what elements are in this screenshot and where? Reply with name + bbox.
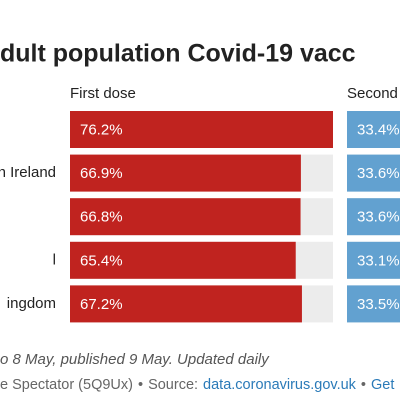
source-line: e Spectator (5Q9Ux) • Source: data.coronavi… <box>0 377 394 393</box>
bar <box>70 241 296 279</box>
bar <box>347 111 400 148</box>
column-header: First dose <box>70 85 136 102</box>
bar <box>347 198 400 236</box>
source-prefix: e Spectator (5Q9Ux) <box>0 377 133 393</box>
value-label: 33.6% <box>357 165 400 182</box>
bar <box>70 285 302 323</box>
separator: • <box>361 377 366 393</box>
value-label: 33.5% <box>357 296 400 313</box>
bar <box>347 285 400 323</box>
source-label: Source: <box>148 377 198 393</box>
notes: o 8 May, published 9 May. Updated daily <box>0 351 270 368</box>
bar <box>70 154 301 192</box>
row-label: ingdom <box>7 295 56 312</box>
bar <box>347 154 400 192</box>
row-label: l <box>53 251 56 268</box>
row-label: n Ireland <box>0 164 56 181</box>
value-label: 65.4% <box>80 252 123 269</box>
get-link[interactable]: Get <box>371 377 394 393</box>
value-label: 66.8% <box>80 209 123 226</box>
chart-title: dult population Covid-19 vacc <box>0 40 356 68</box>
separator: • <box>138 377 143 393</box>
source-link[interactable]: data.coronavirus.gov.uk <box>203 377 357 393</box>
value-label: 33.6% <box>357 209 400 226</box>
bar <box>70 111 333 148</box>
bar <box>347 241 400 279</box>
bar <box>70 198 301 236</box>
value-label: 67.2% <box>80 296 123 313</box>
value-label: 76.2% <box>80 121 123 138</box>
column-header: Second <box>347 85 398 102</box>
value-label: 66.9% <box>80 165 123 182</box>
value-label: 33.1% <box>357 252 400 269</box>
value-label: 33.4% <box>357 121 400 138</box>
